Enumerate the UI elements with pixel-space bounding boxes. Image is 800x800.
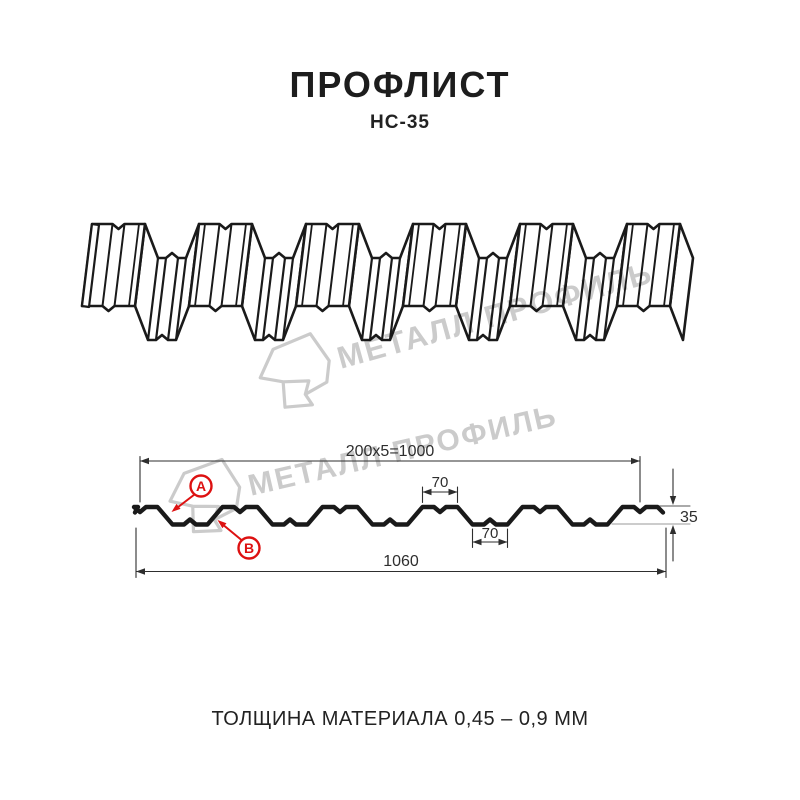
metall-profil-logo-watermark xyxy=(258,332,331,409)
metall-profil-logo-watermark xyxy=(168,457,242,534)
page-subtitle: НС-35 xyxy=(370,112,430,133)
dim-valley-width: 70 xyxy=(482,525,499,542)
page-title: ПРОФЛИСТ xyxy=(289,64,511,105)
callout-a-letter: A xyxy=(196,478,206,494)
profile-3d-view xyxy=(80,222,695,342)
cross-section-diagram xyxy=(131,455,691,579)
material-thickness-note: ТОЛЩИНА МАТЕРИАЛА 0,45 – 0,9 ММ xyxy=(211,708,589,730)
dim-total-pitch: 200x5=1000 xyxy=(346,443,435,460)
dim-overall-width: 1060 xyxy=(383,553,419,570)
dim-crest-width: 70 xyxy=(432,474,449,491)
dim-profile-height: 35 xyxy=(680,509,698,526)
callout-b-letter: B xyxy=(244,540,254,556)
